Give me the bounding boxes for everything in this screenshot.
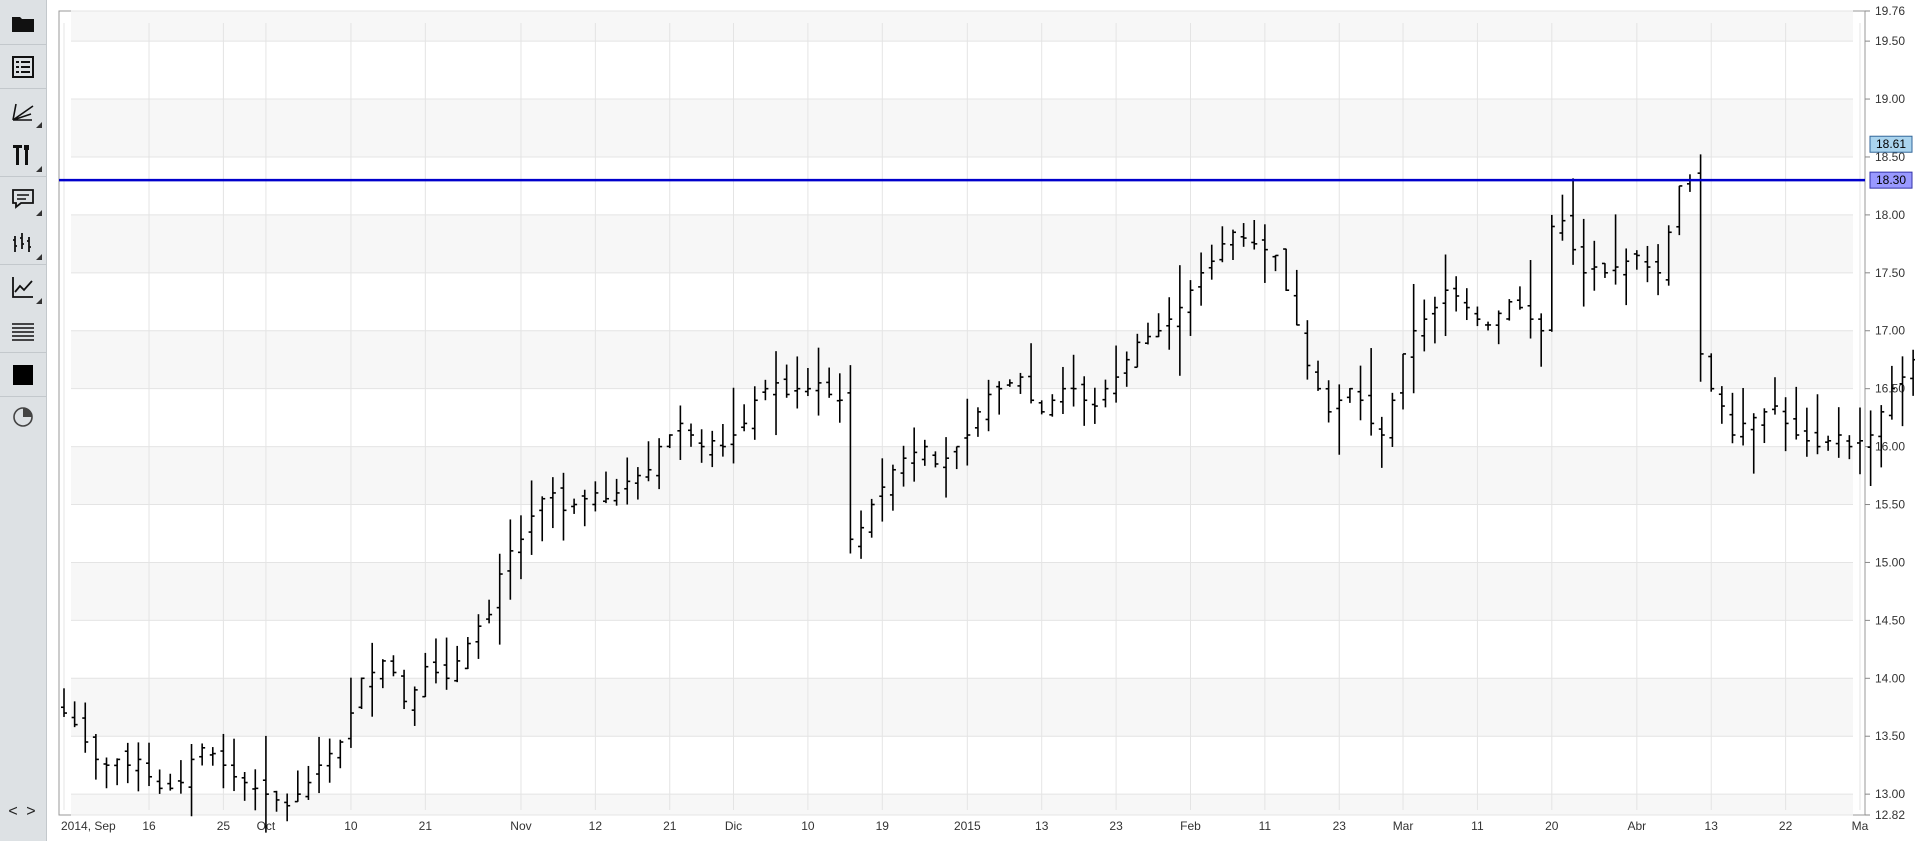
toolbar-separator [0, 44, 46, 45]
y-tick-label: 19.00 [1875, 92, 1905, 106]
annotation-icon [12, 189, 34, 209]
color-square-icon [13, 365, 33, 385]
draw-lines-icon [12, 103, 34, 121]
x-tick-label: 16 [142, 819, 156, 833]
x-tick-label: Nov [510, 819, 531, 833]
pie-tool[interactable] [6, 400, 40, 434]
y-tick-label: 19.76 [1875, 4, 1905, 18]
y-tick-label: 18.50 [1875, 150, 1905, 164]
submenu-corner-icon [36, 122, 42, 128]
x-tick-label: Mar [1393, 819, 1414, 833]
resistance-badge [1869, 171, 1913, 189]
resistance-value-label: 18.30 [1876, 173, 1906, 187]
y-tick-label: 14.50 [1875, 613, 1905, 627]
x-tick-label: 23 [1109, 819, 1123, 833]
x-tick-label: 21 [663, 819, 677, 833]
x-tick-label: Ma [1852, 819, 1869, 833]
ohlc-chart[interactable]: 19.76 19.50 19.00 18.50 18.00 17.50 17.00 16.50… [47, 0, 1915, 841]
x-tick-label: 10 [344, 819, 358, 833]
y-tick-label: 17.50 [1875, 266, 1905, 280]
grid-band [71, 214, 1853, 273]
last-price-label: 18.61 [1876, 137, 1906, 151]
bar-style-tool[interactable] [6, 226, 42, 260]
y-tick-label: 15.00 [1875, 555, 1905, 569]
toolbar-separator [0, 352, 46, 353]
chart-area[interactable]: 19.76 19.50 19.00 18.50 18.00 17.50 17.00 16.50… [47, 0, 1915, 841]
pie-icon [13, 407, 33, 427]
grid-band [71, 11, 1853, 42]
y-tick-label: 13.50 [1875, 729, 1905, 743]
toolbar-separator [0, 88, 46, 89]
grid-band [71, 99, 1853, 157]
x-tick-label: 21 [419, 819, 433, 833]
x-tick-label: 10 [801, 819, 815, 833]
nav-arrows[interactable]: < > [8, 803, 38, 820]
tools-tool[interactable] [6, 138, 42, 172]
left-toolbar: < > [0, 0, 47, 841]
horizontal-lines-tool[interactable] [6, 314, 40, 348]
grid-band [71, 446, 1853, 505]
submenu-corner-icon [36, 254, 42, 260]
x-tick-label: 23 [1333, 819, 1347, 833]
y-tick-label: 12.82 [1875, 808, 1905, 822]
y-tick-label: 14.00 [1875, 671, 1905, 685]
x-tick-label: 13 [1705, 819, 1719, 833]
draw-lines-tool[interactable] [6, 94, 42, 128]
x-tick-label: 11 [1471, 819, 1484, 833]
grid-band [71, 794, 1853, 815]
indicators-tool[interactable] [6, 270, 42, 304]
indicators-icon [12, 277, 33, 298]
x-tick-label: 22 [1779, 819, 1793, 833]
tools-icon [13, 145, 29, 165]
submenu-corner-icon [36, 298, 42, 304]
toolbar-separator [0, 396, 46, 397]
x-tick-label: 11 [1259, 819, 1272, 833]
x-tick-label: 13 [1035, 819, 1049, 833]
grid-band [71, 330, 1853, 389]
y-tick-label: 18.00 [1875, 208, 1905, 222]
y-tick-label: 19.50 [1875, 34, 1905, 48]
y-tick-label: 15.50 [1875, 498, 1905, 512]
open-folder-icon [12, 17, 34, 32]
submenu-corner-icon [36, 210, 42, 216]
color-square-tool[interactable] [6, 358, 40, 392]
last-price-badge [1869, 135, 1913, 153]
x-tick-label: 2015 [954, 819, 981, 833]
x-tick-label: 25 [217, 819, 231, 833]
x-tick-label: 19 [876, 819, 890, 833]
y-tick-label: 16.00 [1875, 440, 1905, 454]
horizontal-lines-icon [12, 323, 34, 341]
toolbar-separator [0, 176, 46, 177]
x-tick-label: 20 [1545, 819, 1559, 833]
data-table-tool[interactable] [6, 50, 40, 84]
submenu-corner-icon [36, 166, 42, 172]
y-tick-label: 17.00 [1875, 324, 1905, 338]
x-tick-label: Feb [1180, 819, 1201, 833]
annotation-tool[interactable] [6, 182, 42, 216]
x-tick-label: 12 [589, 819, 603, 833]
x-tick-label: Dic [725, 819, 742, 833]
grid-band [71, 562, 1853, 621]
bar-style-icon [13, 233, 31, 252]
open-folder-tool[interactable] [6, 6, 40, 40]
toolbar-separator [0, 264, 46, 265]
data-table-icon [12, 56, 34, 78]
y-tick-label: 16.50 [1875, 382, 1905, 396]
y-tick-label: 13.00 [1875, 787, 1905, 801]
grid-band [71, 678, 1853, 737]
x-tick-label: 2014, Sep [61, 819, 116, 833]
x-tick-label: Abr [1627, 819, 1646, 833]
